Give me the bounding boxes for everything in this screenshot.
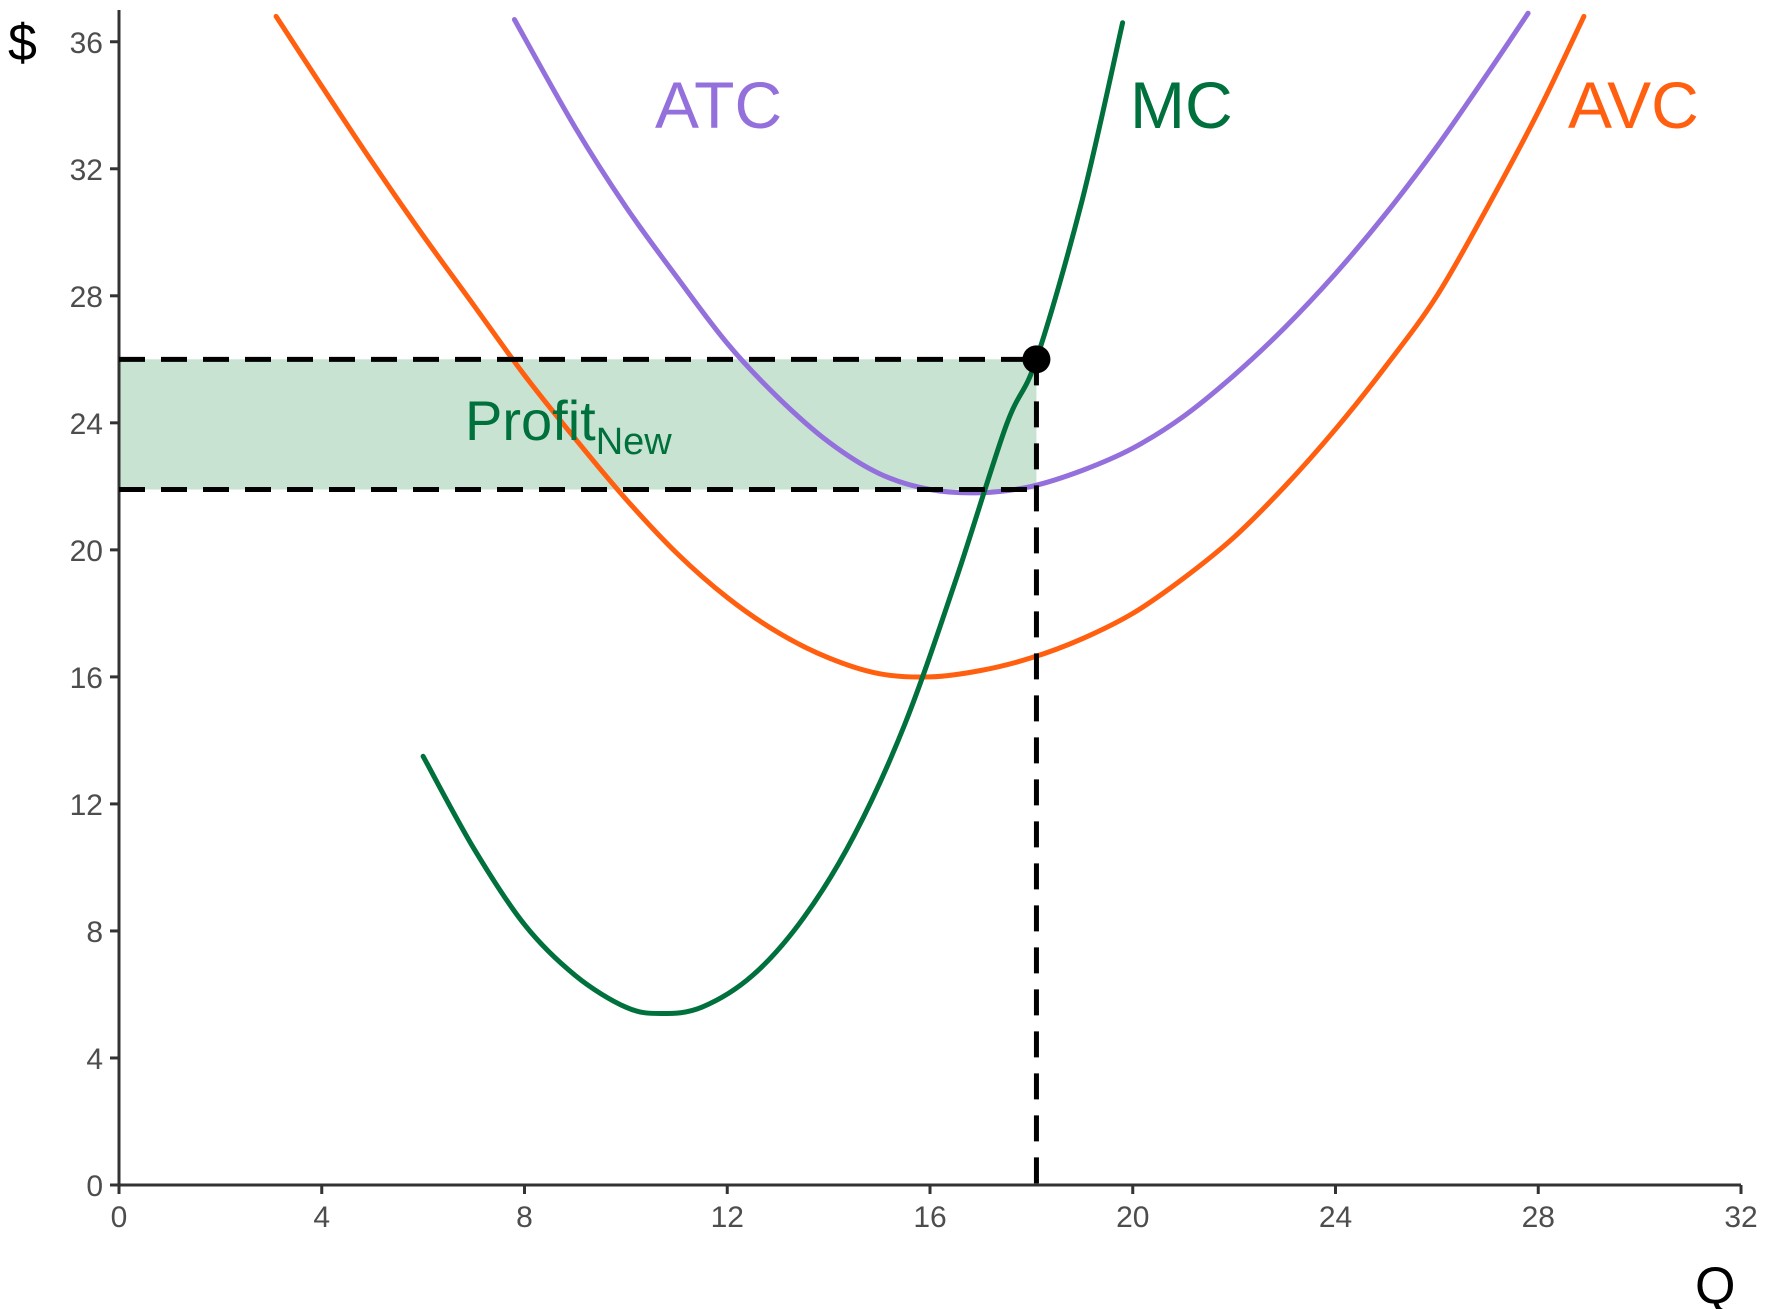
curves [273,10,1587,1016]
y-tick-label: 4 [86,1043,103,1076]
y-tick-label: 12 [70,789,103,822]
profit-label: ProfitNew [465,389,672,463]
x-tick-label: 24 [1319,1201,1352,1234]
equilibrium-point [1022,345,1051,374]
y-tick-label: 36 [70,27,103,60]
axes: 0 4 8 12 16 20 24 28 32 36 0 4 8 12 16 20 24 28 32 [70,10,1758,1234]
x-tick-label: 16 [913,1201,946,1234]
x-tick-label: 20 [1116,1201,1149,1234]
x-tick-label: 28 [1522,1201,1555,1234]
mc-curve [420,20,1126,1016]
x-tick-label: 12 [711,1201,744,1234]
y-tick-label: 0 [86,1170,103,1203]
mc-label: MC [1130,68,1233,142]
avc-label: AVC [1568,68,1699,142]
profit-label-main: Profit [465,389,596,452]
y-tick-label: 16 [70,662,103,695]
x-tick-label: 8 [516,1201,533,1234]
profit-area [119,359,1037,490]
x-tick-label: 4 [313,1201,330,1234]
avc-curve [273,13,1587,680]
y-tick-label: 20 [70,535,103,568]
profit-label-subscript: New [596,421,673,463]
y-tick-label: 8 [86,916,103,949]
x-axis-title: Q [1695,1257,1735,1309]
y-tick-label: 28 [70,281,103,314]
x-tick-label: 0 [111,1201,128,1234]
y-axis-title: $ [8,14,37,72]
guide-lines [119,345,1051,1185]
atc-label: ATC [655,68,782,142]
y-tick-label: 32 [70,154,103,187]
atc-curve [511,10,1531,496]
x-tick-label: 32 [1724,1201,1757,1234]
y-tick-label: 24 [70,408,103,441]
